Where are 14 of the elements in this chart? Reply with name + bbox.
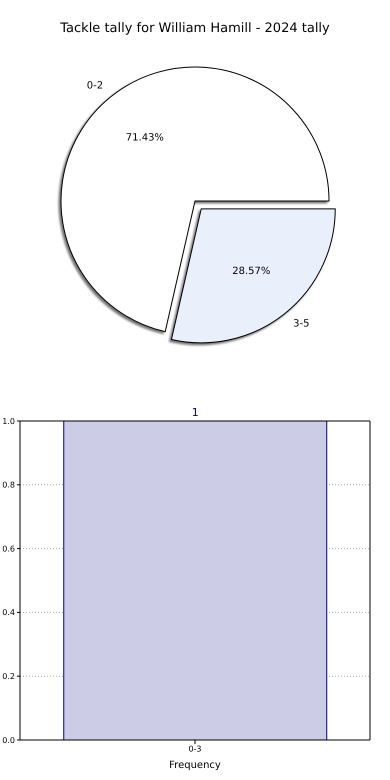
data-label: 71.43%	[126, 132, 164, 144]
y-tick-label: 0.2	[2, 672, 15, 682]
y-tick-label: 0.8	[2, 480, 15, 490]
x-axis-title: Frequency	[169, 760, 221, 771]
y-tick-label: 0.0	[2, 736, 15, 745]
data-label: 28.57%	[232, 266, 270, 278]
y-tick-label: 0.6	[2, 544, 15, 554]
data-label: 1	[192, 406, 199, 419]
x-tick-label: 0-3	[188, 744, 202, 754]
y-tick-label: 1.0	[2, 416, 15, 426]
slice-label: 0-2	[86, 80, 104, 92]
chart-title: Tackle tally for William Hamill - 2024 tally	[59, 21, 331, 36]
slice-label: 3-5	[293, 318, 310, 330]
y-tick-label: 0.4	[2, 608, 15, 618]
